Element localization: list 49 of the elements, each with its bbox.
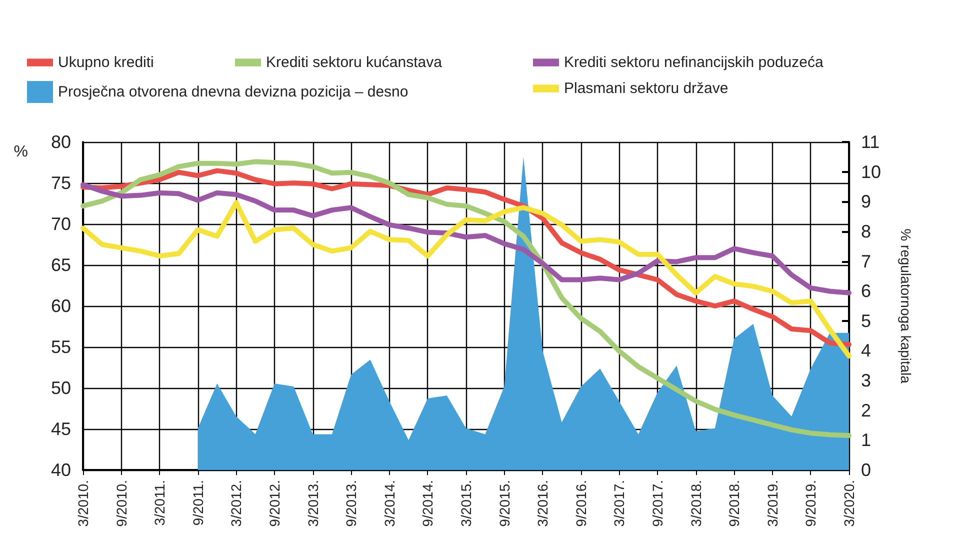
x-tick-label: 3/2018.	[688, 480, 704, 527]
y2-axis-title: % regulatornoga kapitala	[898, 228, 914, 384]
x-tick-label: 3/2020.	[841, 480, 857, 527]
legend-label: Plasmani sektoru države	[564, 80, 728, 97]
x-tick-label: 9/2014.	[420, 480, 436, 527]
y-tick-label: 75	[50, 173, 71, 193]
y-axis-title: %	[14, 144, 28, 160]
y2-tick-label: 7	[861, 251, 872, 272]
legend-label: Krediti sektoru kućanstava	[266, 54, 443, 71]
y-tick-label: 50	[50, 378, 71, 398]
y2-tick-label: 11	[861, 132, 880, 152]
y2-tick-label: 2	[861, 400, 872, 420]
y-tick-label: 45	[50, 419, 71, 439]
y-tick-label: 40	[50, 460, 71, 480]
x-tick-label: 9/2013.	[343, 480, 360, 527]
x-tick-label: 9/2016.	[572, 480, 589, 527]
x-tick-label: 9/2015.	[496, 480, 512, 527]
x-tick-label: 3/2014.	[381, 480, 398, 527]
x-tick-label: 3/2016.	[534, 480, 551, 527]
x-tick-label: 9/2010.	[113, 480, 130, 527]
x-tick-label: 9/2018.	[726, 480, 742, 527]
x-tick-label: 3/2015.	[458, 480, 474, 527]
x-tick-label: 3/2017.	[611, 480, 628, 527]
x-tick-label: 3/2013.	[304, 480, 321, 527]
y2-tick-label: 6	[861, 281, 872, 302]
y2-tick-label: 3	[861, 370, 872, 391]
legend-label: Ukupno krediti	[58, 54, 154, 71]
y-tick-label: 70	[50, 214, 71, 234]
x-tick-label: 3/2011.	[152, 480, 168, 526]
y2-tick-label: 9	[861, 192, 872, 212]
y2-tick-label: 0	[861, 460, 872, 480]
legend-label: Krediti sektoru nefinancijskih poduzeća	[564, 54, 824, 71]
x-tick-label: 3/2019.	[764, 480, 780, 527]
y2-tick-label: 5	[861, 310, 872, 331]
x-tick-label: 9/2011.	[190, 480, 206, 526]
y-tick-label: 65	[50, 255, 71, 275]
y2-tick-label: 4	[861, 340, 872, 361]
y-tick-label: 80	[50, 132, 71, 152]
x-tick-label: 9/2012.	[266, 480, 282, 527]
y2-tick-label: 1	[861, 430, 872, 450]
y-tick-label: 55	[50, 337, 71, 357]
y2-tick-label: 10	[861, 162, 882, 182]
x-tick-label: 3/2012.	[228, 480, 244, 527]
x-tick-label: 9/2017.	[650, 480, 666, 527]
y-tick-label: 60	[50, 296, 71, 316]
y2-tick-label: 8	[861, 221, 872, 242]
x-tick-label: 3/2010.	[75, 480, 91, 527]
x-tick-label: 9/2019.	[802, 480, 819, 527]
legend-label: Prosječna otvorena dnevna devizna pozicija – desno	[58, 84, 408, 100]
